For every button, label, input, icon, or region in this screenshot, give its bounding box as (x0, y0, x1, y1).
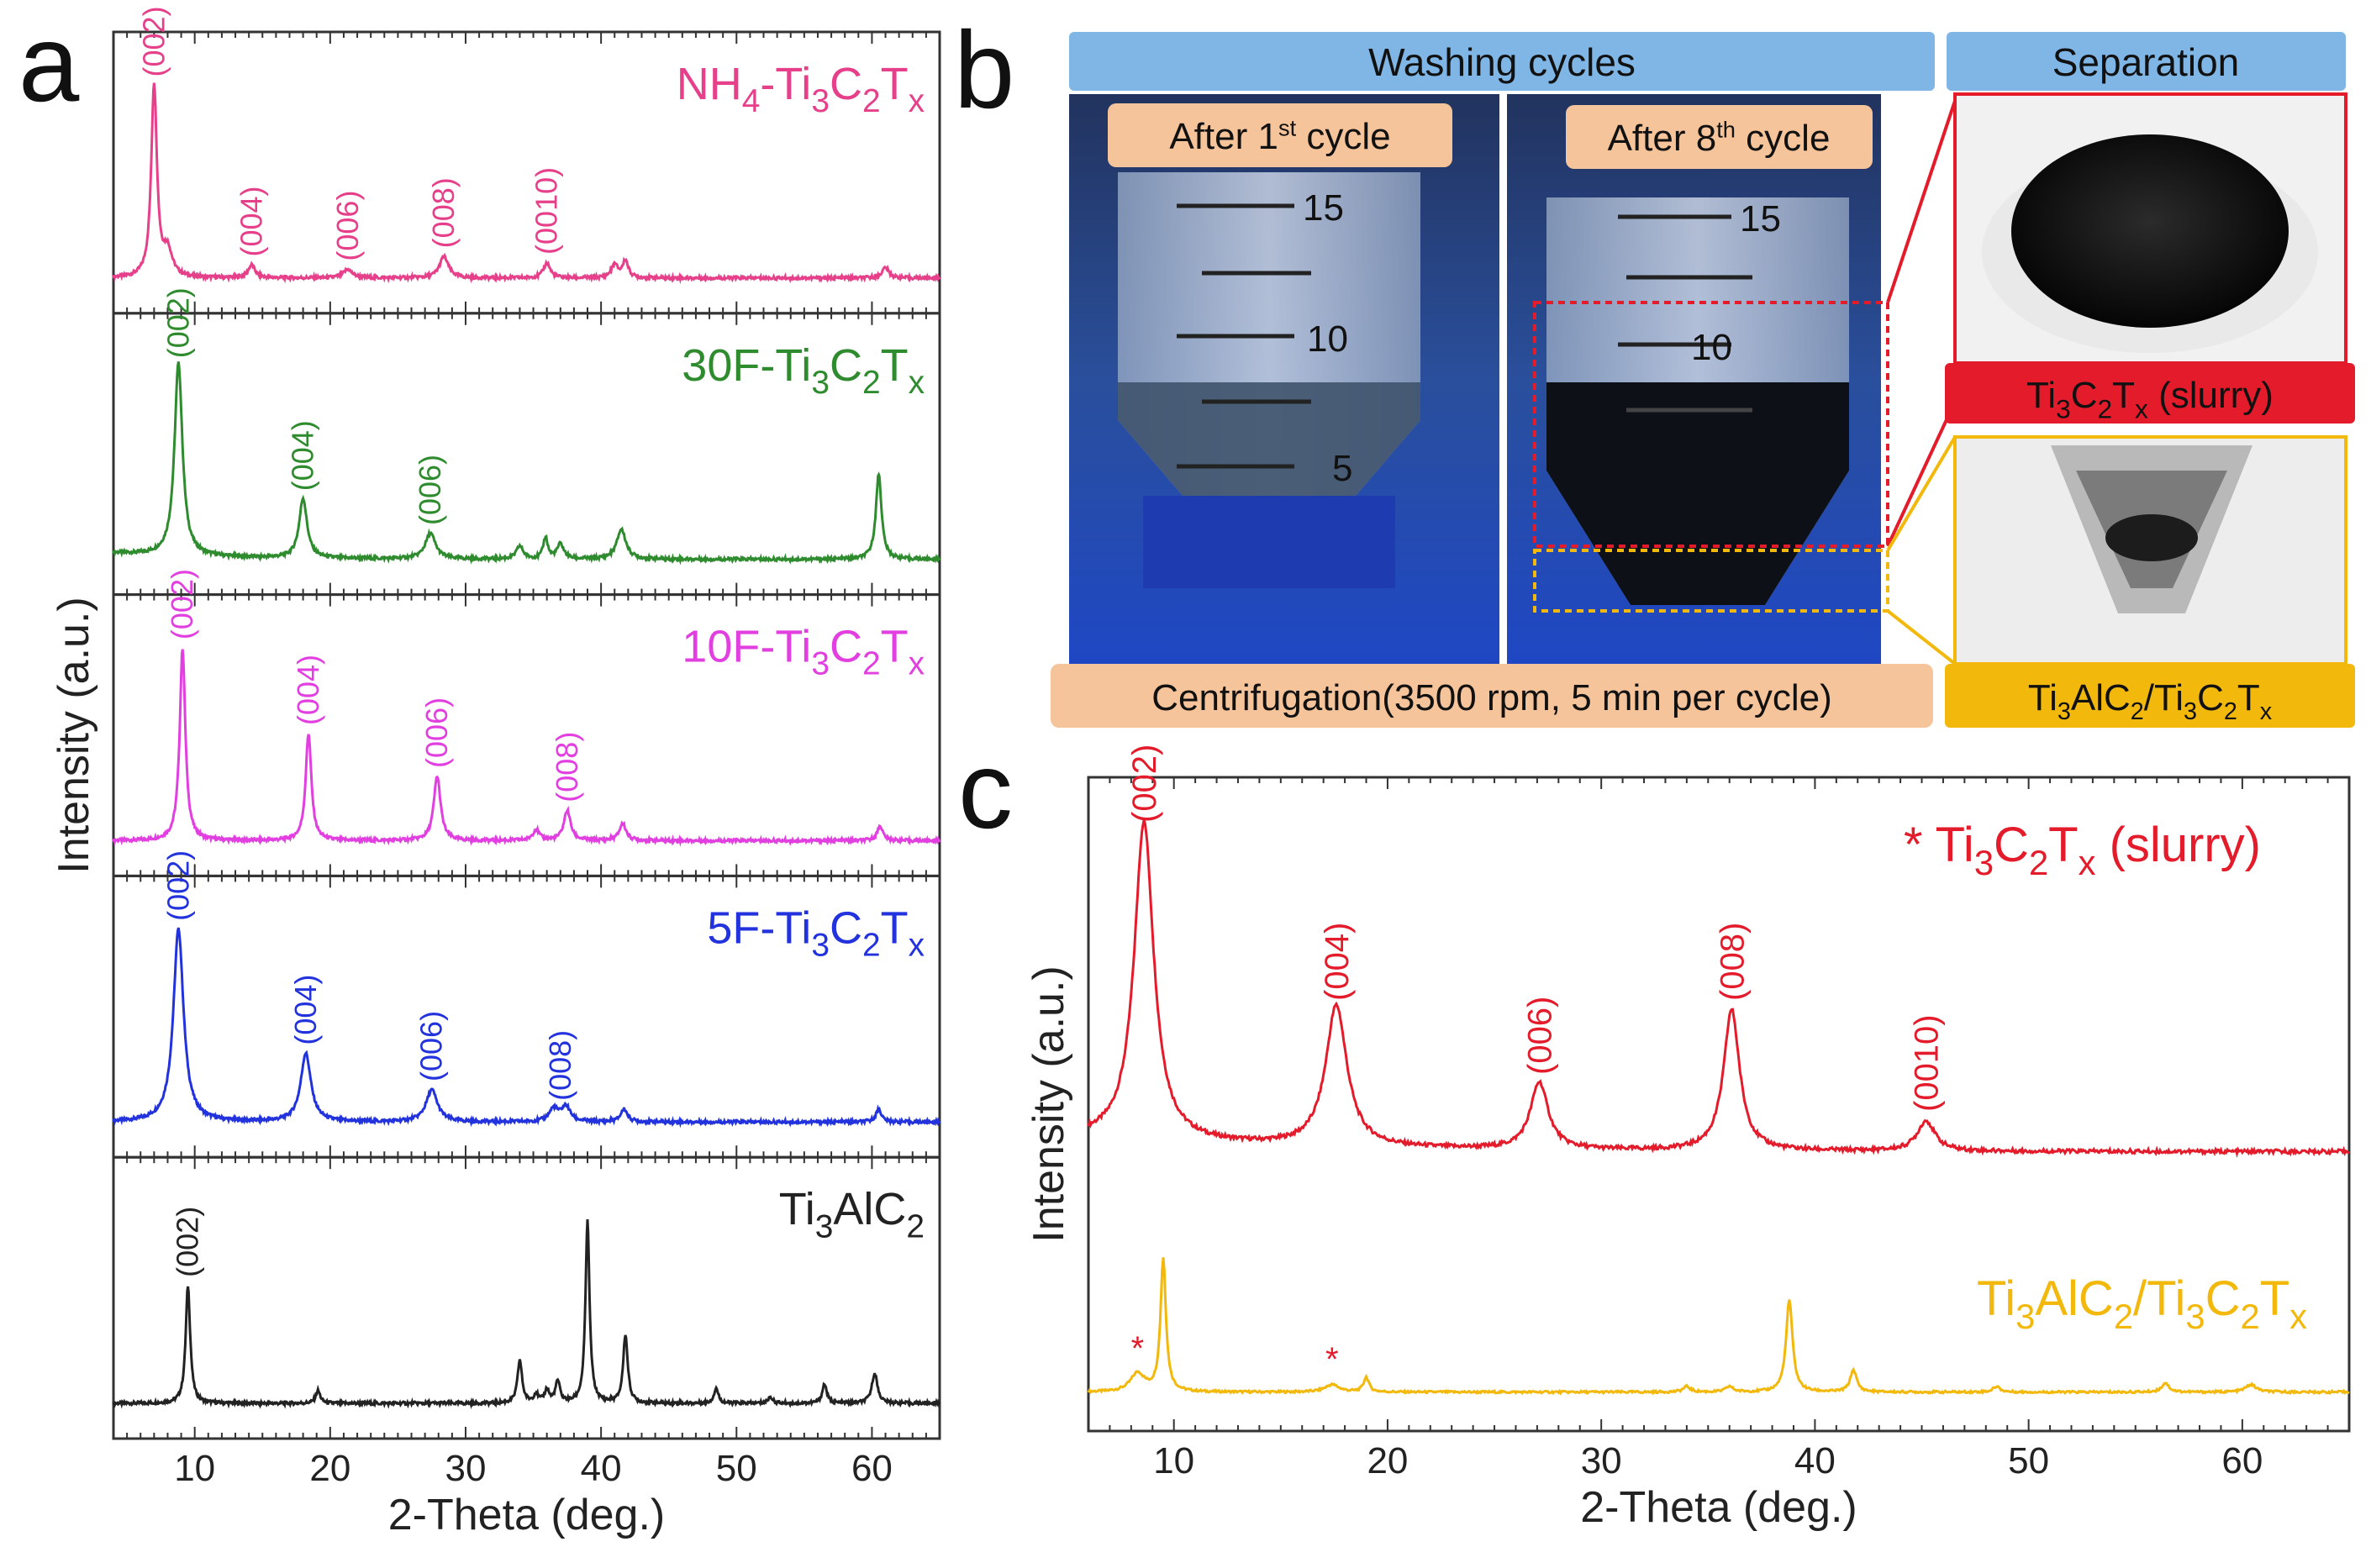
tube1-mark-10: 10 (1307, 318, 1348, 360)
hkl-label: (0010) (530, 167, 564, 255)
subplot-frame (112, 874, 941, 1159)
photo-after-eighth-cycle: 15 10 After 8th cycle (1507, 94, 1889, 666)
tube2-mark-10: 10 (1691, 327, 1732, 368)
hkl-label: (008) (1714, 923, 1751, 1001)
series-name-slurry: * Ti3C2Tx (slurry) (1904, 818, 2261, 882)
hkl-label: (002) (165, 569, 199, 639)
panel-b-photos: b Washing cycles Separation 15 10 5 Afte… (954, 8, 2355, 728)
xrd-pattern-max (112, 1219, 941, 1410)
hkl-label: (004) (288, 975, 323, 1045)
xrd-pattern-f5 (112, 927, 941, 1129)
panel-c-xrd: (002) (004) (006) (008) (0010) * Ti3C2Tx (slu… (1025, 745, 2351, 1532)
tag-after-eighth-cycle (1566, 105, 1873, 169)
panel-a-xrd-stack: (002) (004) (006) (008) (0010) NH4-Ti3C2Tx (00… (50, 6, 941, 1539)
x-tick-label: 50 (716, 1448, 757, 1489)
hkl-label: (008) (426, 177, 461, 248)
subplot-frame (112, 30, 941, 315)
separation-header-text: Separation (2052, 40, 2240, 84)
slurry-phase-star: * (1325, 1341, 1339, 1378)
hkl-label: (008) (550, 732, 584, 802)
tag-mixture (1945, 664, 2355, 728)
x-tick-label: 30 (1581, 1440, 1622, 1481)
x-tick-label: 40 (1794, 1440, 1836, 1481)
washing-cycles-header (1069, 32, 1935, 91)
subplot-frame (112, 593, 941, 877)
y-axis-label: Intensity (a.u.) (1025, 966, 1073, 1242)
hkl-label: (002) (161, 850, 195, 921)
hkl-label: (002) (161, 287, 195, 358)
subplot-frame (112, 1155, 941, 1440)
hkl-label: (006) (1521, 997, 1558, 1075)
hkl-label: (006) (330, 191, 365, 261)
x-tick-label: 60 (851, 1448, 893, 1489)
tag-after-eighth-cycle-text: After 8th cycle (1608, 117, 1831, 159)
x-axis-label: 2-Theta (deg.) (1580, 1483, 1857, 1532)
hkl-label: (002) (171, 1207, 205, 1277)
series-name-f30: 30F-Ti3C2Tx (682, 340, 925, 401)
washing-cycles-header-text: Washing cycles (1368, 40, 1636, 84)
series-name-mix: Ti3AlC2/Ti3C2Tx (1977, 1271, 2307, 1336)
x-tick-label: 20 (309, 1448, 350, 1489)
tag-mixture-text: Ti3AlC2/Ti3C2Tx (2028, 677, 2273, 725)
hkl-label: (002) (136, 6, 171, 76)
series-name-f10: 10F-Ti3C2Tx (682, 622, 925, 682)
hkl-label: (006) (413, 455, 447, 525)
hkl-label: (004) (1319, 923, 1356, 1001)
photo-slurry-disk: Ti3C2Tx (slurry) (1945, 92, 2355, 424)
hkl-label: (002) (1126, 745, 1163, 823)
tag-after-first-cycle-text: After 1st cycle (1169, 115, 1390, 157)
xrd-pattern-nh4 (112, 82, 941, 285)
slurry-phase-star: * (1131, 1330, 1145, 1367)
connector-lines (1886, 100, 1957, 666)
x-tick-label: 20 (1367, 1440, 1408, 1481)
series-name-f5: 5F-Ti3C2Tx (707, 902, 925, 963)
panel-label-b: b (954, 8, 1014, 131)
hkl-label: (008) (543, 1030, 577, 1101)
hkl-label: (006) (419, 697, 454, 768)
series-name-nh4: NH4-Ti3C2Tx (677, 59, 925, 119)
tag-slurry (1945, 363, 2355, 424)
mixture-region-box (1533, 549, 1889, 613)
x-tick-label: 50 (2008, 1440, 2049, 1481)
xrd-pattern-slurry (1087, 819, 2350, 1159)
centrifugation-tag (1051, 664, 1933, 728)
hkl-label: (0010) (1909, 1014, 1946, 1112)
x-tick-label: 30 (445, 1448, 487, 1489)
photo-after-first-cycle: 15 10 5 After 1st cycle (1069, 94, 1499, 666)
panel-label-a: a (18, 2, 80, 124)
hkl-label: (004) (291, 655, 325, 725)
plot-frame (1087, 776, 2351, 1433)
slurry-region-box (1533, 301, 1889, 548)
centrifugation-tag-text: Centrifugation(3500 rpm, 5 min per cycle… (1151, 677, 1831, 718)
x-axis-label: 2-Theta (deg.) (388, 1491, 666, 1539)
y-axis-label: Intensity (a.u.) (50, 597, 98, 873)
separation-header (1947, 32, 2346, 91)
tube1-mark-5: 5 (1332, 448, 1352, 489)
xrd-pattern-f10 (112, 649, 941, 847)
x-tick-label: 60 (2221, 1440, 2263, 1481)
xrd-pattern-mix (1087, 1257, 2350, 1396)
tube1-mark-15: 15 (1303, 187, 1344, 229)
panel-label-c: c (958, 729, 1013, 851)
tag-after-first-cycle (1108, 103, 1452, 167)
hkl-label: (004) (286, 420, 320, 491)
hkl-label: (006) (414, 1011, 449, 1081)
tube2-mark-15: 15 (1740, 198, 1781, 239)
x-tick-label: 10 (174, 1448, 215, 1489)
photo-mixture-tube: Ti3AlC2/Ti3C2Tx (1945, 435, 2355, 728)
hkl-label: (004) (234, 186, 268, 256)
tag-slurry-text: Ti3C2Tx (slurry) (2026, 375, 2274, 424)
xrd-pattern-f30 (112, 361, 941, 566)
x-tick-label: 40 (581, 1448, 622, 1489)
x-tick-label: 10 (1153, 1440, 1194, 1481)
series-name-max: Ti3AlC2 (779, 1184, 925, 1244)
